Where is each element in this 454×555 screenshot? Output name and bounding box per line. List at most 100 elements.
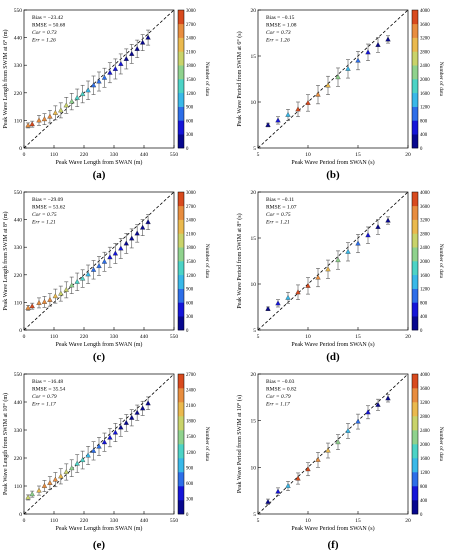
stats-line: Err = 1.17 [265, 402, 290, 408]
colorbar-tick-label: 0 [420, 513, 423, 518]
colorbar-tick-label: 800 [420, 485, 428, 490]
colorbar-tick-label: 2700 [186, 23, 196, 28]
colorbar-segment [412, 23, 418, 38]
y-tick-label: 20 [251, 190, 257, 196]
data-point [285, 111, 291, 117]
colorbar-tick-label: 0 [186, 329, 189, 334]
colorbar-segment [178, 120, 184, 135]
data-point [41, 483, 48, 488]
colorbar-tick-label: 1200 [420, 106, 430, 111]
panel-d: 5 10 15 20 5 10 15 20 Peak Wave Period from SWAN… [236, 190, 445, 363]
data-point [129, 50, 135, 56]
data-point [315, 274, 321, 280]
data-point [107, 434, 113, 440]
colorbar-tick-label: 2800 [420, 232, 430, 237]
colorbar-tick-label: 2800 [420, 50, 430, 55]
stats-line: Bias = −23.42 [32, 15, 63, 21]
x-axis-label: Peak Wave Length from SWAN (m) [56, 341, 143, 348]
colorbar-label: Number of data [438, 62, 445, 97]
data-point [295, 475, 301, 481]
colorbar-tick-label: 800 [420, 301, 428, 306]
data-point [90, 82, 97, 88]
data-point [385, 217, 391, 223]
colorbar-tick-label: 0 [420, 147, 423, 152]
y-tick-label: 15 [251, 419, 257, 425]
y-tick-label: 0 [19, 328, 22, 334]
colorbar-tick-label: 400 [420, 315, 428, 320]
colorbar-tick-label: 1600 [420, 457, 430, 462]
colorbar-tick-label: 2100 [186, 232, 196, 237]
data-point [85, 452, 91, 458]
data-point [96, 263, 102, 268]
x-tick-label: 550 [170, 518, 179, 524]
colorbar-label: Number of data [204, 427, 211, 462]
y-tick-label: 10 [251, 282, 257, 288]
colorbar-tick-label: 3200 [420, 219, 430, 224]
colorbar-tick-label: 1800 [186, 246, 196, 251]
data-point [58, 290, 64, 296]
data-point [335, 257, 341, 263]
x-tick-label: 330 [110, 152, 119, 158]
colorbar-segment [412, 51, 418, 66]
colorbar-segment [412, 458, 418, 473]
colorbar-tick-label: 1500 [186, 260, 196, 265]
colorbar-segment [178, 288, 184, 303]
data-point [134, 45, 140, 51]
colorbar-tick-label: 4000 [420, 373, 430, 378]
data-point [41, 116, 48, 122]
data-point [139, 224, 146, 230]
plot-frame [23, 191, 175, 331]
data-point [365, 49, 371, 55]
stats-line: Cor = 0.73 [32, 30, 57, 36]
colorbar-tick-label: 0 [186, 513, 189, 518]
plot-frame [257, 191, 409, 331]
x-tick-label: 440 [140, 334, 149, 340]
colorbar-segment [412, 65, 418, 80]
data-point [275, 117, 281, 123]
data-point [79, 275, 86, 281]
colorbar-tick-label: 4000 [420, 9, 430, 14]
x-tick-label: 0 [23, 152, 26, 158]
y-tick-label: 440 [14, 36, 23, 42]
data-point [325, 82, 331, 88]
colorbar-tick-label: 1500 [186, 435, 196, 440]
data-point [63, 286, 69, 292]
data-point [139, 405, 146, 411]
y-tick-label: 440 [14, 400, 23, 406]
colorbar-tick-label: 900 [186, 106, 194, 111]
y-tick-label: 550 [14, 190, 23, 196]
stats-line: Err = 1.26 [31, 38, 56, 44]
data-point [79, 91, 86, 97]
colorbar-tick-label: 300 [186, 497, 194, 502]
data-point [123, 56, 129, 61]
panel-f: 5 10 15 20 5 10 15 20 Peak Wave Period from SWAN… [236, 372, 445, 551]
colorbar-segment [412, 500, 418, 515]
data-point [295, 289, 301, 295]
data-point [375, 224, 381, 229]
data-point [123, 419, 129, 425]
x-tick-label: 15 [355, 152, 361, 158]
y-tick-label: 0 [19, 512, 22, 518]
colorbar-segment [412, 472, 418, 487]
data-point [52, 476, 59, 482]
stats-line: RMSE = 35.54 [32, 387, 65, 393]
x-tick-label: 440 [140, 152, 149, 158]
colorbar-label: Number of data [438, 427, 445, 462]
data-point [74, 94, 80, 100]
stats-line: Bias = −29.09 [32, 197, 63, 203]
x-tick-label: 20 [405, 152, 411, 158]
data-point [129, 235, 135, 241]
data-point [29, 121, 35, 127]
panel-label: (f) [328, 539, 339, 550]
data-point [101, 258, 108, 264]
x-axis-label: Peak Wave Period from SWAN (s) [291, 341, 374, 348]
x-tick-label: 330 [110, 518, 119, 524]
stats-line: RMSE = 53.62 [32, 205, 65, 211]
data-point [265, 305, 271, 311]
colorbar-segment [178, 261, 184, 276]
colorbar-segment [178, 374, 184, 389]
colorbar-tick-label: 1200 [420, 471, 430, 476]
colorbar-segment [178, 233, 184, 248]
colorbar-tick-label: 3000 [186, 9, 196, 14]
x-axis-label: Peak Wave Period from SWAN (s) [291, 525, 374, 532]
